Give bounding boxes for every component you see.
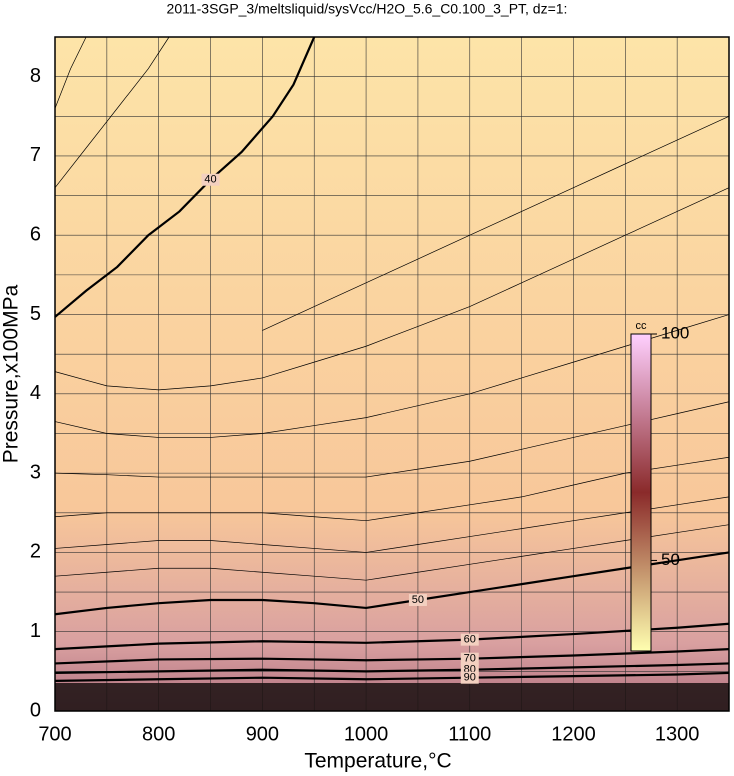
y-tick-label: 1: [30, 620, 41, 642]
contour-line: [54, 36, 87, 109]
x-axis-label: Temperature,°C: [304, 750, 451, 773]
y-tick-label: 0: [30, 699, 41, 721]
y-tick-label: 5: [30, 303, 41, 325]
y-axis-label: Pressure,x100MPa: [0, 284, 23, 463]
x-tick-label: 1100: [448, 723, 491, 745]
contour-label: 60: [464, 634, 476, 646]
contour-label-bg: [201, 173, 220, 186]
contour-line: [54, 524, 730, 581]
y-tick-label: 4: [30, 382, 41, 404]
contour-line: [54, 551, 730, 616]
colorbar-tick-label: 100: [661, 323, 689, 342]
contour-line: [54, 662, 730, 675]
contour-line: [54, 36, 316, 318]
x-tick-label: 700: [38, 723, 71, 745]
contour-label: 70: [464, 653, 476, 665]
contour-line: [54, 622, 730, 651]
y-tick-label: 3: [30, 461, 41, 483]
colorbar-label: cc: [636, 320, 648, 332]
x-tick-label: 1000: [344, 723, 389, 745]
contour-label: 50: [412, 594, 424, 606]
y-tick-label: 8: [30, 65, 41, 87]
colorbar-tick-label: 50: [661, 550, 680, 569]
plot-frame: [54, 36, 730, 712]
contour-line: [54, 36, 170, 188]
contour-line: [54, 187, 730, 391]
contour-label-bg: [460, 652, 479, 665]
contour-label-bg: [460, 633, 479, 646]
x-tick-label: 900: [246, 723, 279, 745]
colorbar: [630, 333, 652, 652]
contour-line: [54, 314, 730, 438]
contour-line: [262, 115, 730, 331]
contour-line: [54, 648, 730, 665]
chart-title: 2011-3SGP_3/meltsliquid/sysVcc/H2O_5.6_C…: [167, 1, 568, 17]
y-tick-label: 2: [30, 541, 41, 563]
y-tick-label: 6: [30, 224, 41, 246]
x-tick-label: 800: [142, 723, 175, 745]
contour-line: [54, 496, 730, 553]
y-tick-label: 7: [30, 144, 41, 166]
x-tick-label: 1300: [655, 723, 700, 745]
contour-label-bg: [460, 671, 479, 684]
contour-label: 90: [464, 672, 476, 684]
contour-line: [54, 456, 730, 522]
contour-label-bg: [408, 593, 427, 606]
contour-line: [54, 671, 730, 682]
contour-line: [54, 401, 730, 478]
x-tick-label: 1200: [551, 723, 596, 745]
dense-contour-band: [55, 683, 729, 711]
contour-label: 40: [204, 174, 216, 186]
plot-background: [55, 37, 729, 711]
